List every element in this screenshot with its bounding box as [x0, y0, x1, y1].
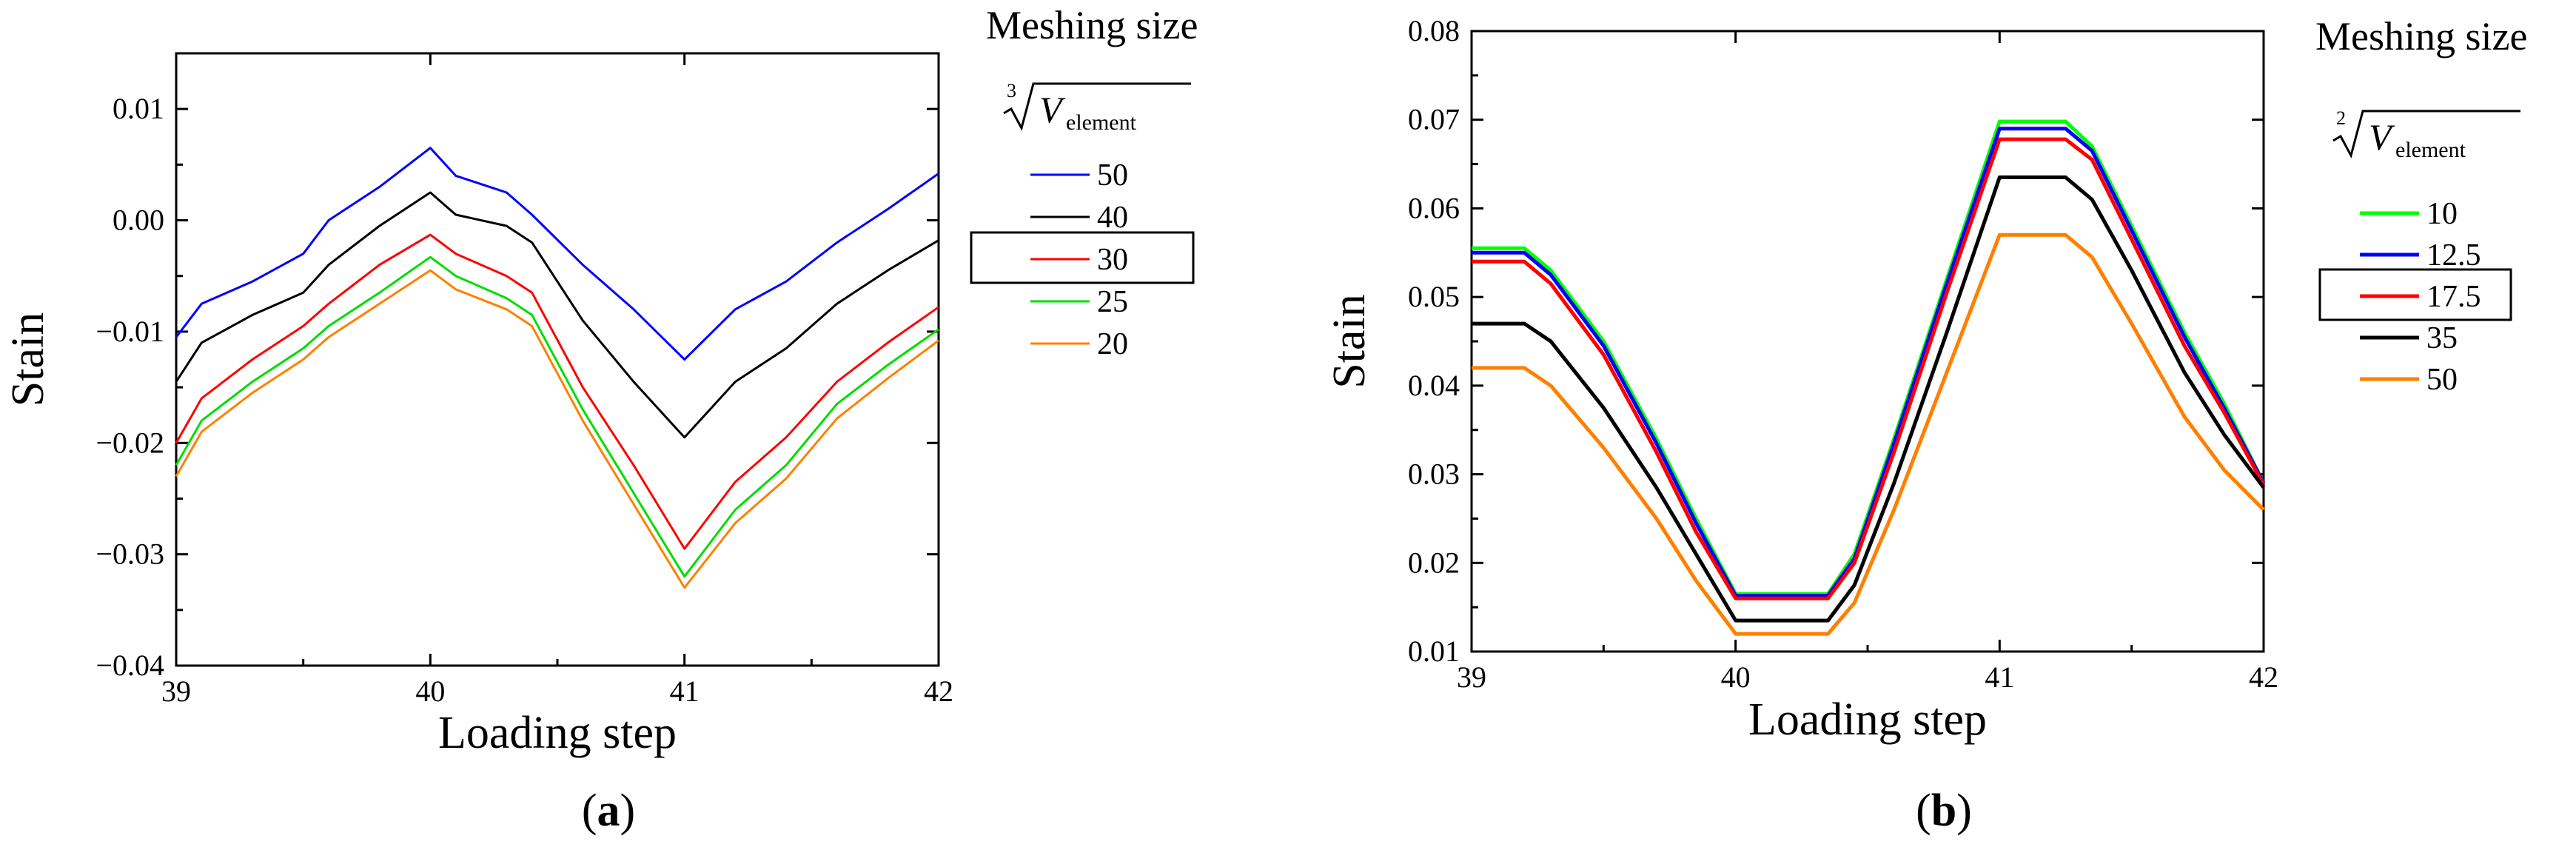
y-tick-label: −0.02 — [95, 426, 164, 459]
series-line-40 — [175, 191, 939, 439]
x-tick-label: 39 — [1457, 660, 1486, 694]
y-tick-label: 0.01 — [113, 92, 164, 125]
y-tick-label: −0.03 — [95, 538, 164, 571]
legend-label-17-5: 17.5 — [2426, 280, 2481, 314]
series-line-50 — [1472, 232, 2265, 636]
y-tick-label: 0.04 — [1408, 369, 1460, 402]
root-symbol — [1003, 82, 1191, 132]
x-tick-label: 42 — [924, 674, 953, 708]
root-index: 2 — [2336, 107, 2346, 129]
panel-paren-close: ) — [620, 786, 636, 836]
root-symbol — [2332, 110, 2520, 159]
x-tick-label: 40 — [415, 674, 445, 708]
y-axis-label: Stain — [3, 312, 53, 406]
y-tick-label: 0.01 — [1408, 635, 1460, 668]
series-line-50 — [175, 147, 939, 361]
root-variable: V — [1039, 89, 1066, 130]
y-tick-label: 0.03 — [1408, 458, 1460, 491]
y-tick-label: 0.06 — [1408, 191, 1460, 224]
y-axis-label: Stain — [1324, 294, 1375, 388]
panel-paren-open: ( — [582, 786, 597, 836]
y-tick-label: 0.07 — [1408, 103, 1460, 136]
panel-paren-close: ) — [1956, 786, 1972, 836]
x-axis-label: Loading step — [1748, 694, 1987, 745]
x-tick-label: 41 — [1985, 660, 2014, 694]
root-variable: V — [2369, 116, 2395, 158]
legend-label-10: 10 — [2426, 197, 2458, 231]
x-tick-label: 40 — [1721, 660, 1751, 694]
y-tick-label: 0.08 — [1408, 14, 1460, 47]
y-tick-label: 0.02 — [1408, 546, 1460, 579]
legend-label-12-5: 12.5 — [2426, 238, 2481, 272]
series-line-17-5 — [1472, 137, 2266, 600]
series-line-35 — [1472, 175, 2266, 623]
legend-highlight-box — [2318, 268, 2512, 321]
series-line-20 — [175, 269, 939, 589]
legend-label-50: 50 — [1097, 158, 1128, 193]
root-index: 3 — [1007, 80, 1016, 101]
x-tick-label: 41 — [670, 674, 700, 708]
legend-label-35: 35 — [2426, 321, 2458, 355]
y-tick-label: −0.01 — [95, 315, 164, 348]
y-tick-label: −0.04 — [95, 649, 164, 682]
legend-label-20: 20 — [1097, 327, 1128, 361]
y-tick-label: 0.00 — [113, 204, 164, 237]
panel-letter: b — [1931, 786, 1956, 836]
series-line-30 — [175, 233, 939, 550]
plot-frame — [1470, 30, 2265, 653]
panel-paren-open: ( — [1916, 786, 1931, 836]
legend-title: Meshing size — [2315, 14, 2527, 58]
panel-label: (b) — [1916, 786, 1972, 836]
y-tick-label: 0.05 — [1408, 280, 1460, 313]
legend-highlight-box — [970, 231, 1195, 284]
x-axis-label: Loading step — [438, 708, 677, 758]
x-tick-label: 39 — [161, 674, 191, 708]
series-line-25 — [175, 255, 939, 578]
root-subscript: element — [2395, 138, 2466, 162]
legend-label-50: 50 — [2426, 363, 2458, 397]
legend-label-40: 40 — [1097, 201, 1128, 235]
x-tick-label: 42 — [2249, 660, 2278, 694]
root-subscript: element — [1066, 110, 1137, 135]
legend-label-25: 25 — [1097, 285, 1128, 319]
panel-label: (a) — [582, 786, 635, 836]
plot-frame — [175, 52, 940, 667]
legend-title: Meshing size — [986, 3, 1198, 47]
legend-label-30: 30 — [1097, 243, 1128, 277]
panel-b: 39 40 41 42 0.01 0.02 0.03 0.04 0.05 0.06 0.07 0.08… — [1324, 14, 2527, 836]
panel-letter: a — [597, 786, 620, 836]
panel-a: 39 40 41 42 −0.04 −0.03 −0.02 −0.01 0.00 0.01 Load… — [3, 3, 1198, 836]
